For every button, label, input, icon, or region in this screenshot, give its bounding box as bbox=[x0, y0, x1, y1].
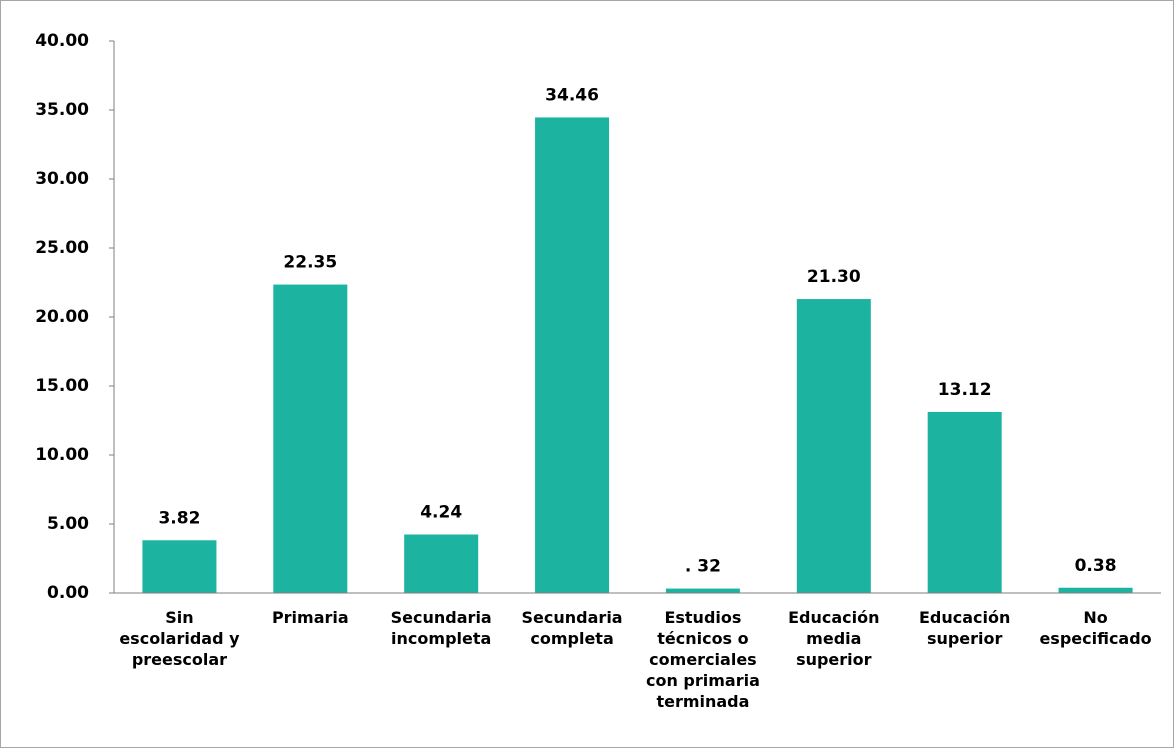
bar bbox=[796, 299, 871, 593]
x-tick-label: Estudios técnicos o comerciales con prim… bbox=[645, 608, 760, 711]
x-tick-label: Educación media superior bbox=[788, 608, 880, 669]
bar bbox=[404, 534, 479, 593]
y-tick-label: 10.00 bbox=[35, 445, 89, 465]
value-label: 3.82 bbox=[158, 508, 200, 528]
value-label: 4.24 bbox=[420, 502, 462, 522]
value-label: 22.35 bbox=[283, 253, 337, 273]
y-tick-label: 0.00 bbox=[47, 583, 89, 603]
value-label: . 32 bbox=[685, 557, 721, 577]
x-tick-label: No especificado bbox=[1039, 608, 1152, 648]
bar bbox=[142, 540, 217, 593]
value-label: 13.12 bbox=[938, 380, 992, 400]
y-tick-label: 35.00 bbox=[35, 100, 89, 120]
value-label: 34.46 bbox=[545, 85, 599, 105]
y-tick-label: 15.00 bbox=[35, 376, 89, 396]
y-tick-label: 25.00 bbox=[35, 238, 89, 258]
bar bbox=[273, 284, 348, 593]
x-tick-label: Secundaria completa bbox=[521, 608, 623, 648]
x-tick-label: Sin escolaridad y preescolar bbox=[119, 608, 240, 669]
x-tick-label: Primaria bbox=[271, 608, 349, 627]
y-tick-label: 20.00 bbox=[35, 307, 89, 327]
y-tick-label: 5.00 bbox=[47, 514, 89, 534]
bar bbox=[1058, 587, 1133, 593]
value-label: 21.30 bbox=[807, 267, 861, 287]
bar bbox=[927, 411, 1002, 593]
y-tick-label: 30.00 bbox=[35, 169, 89, 189]
value-label: 0.38 bbox=[1075, 556, 1117, 576]
bar bbox=[535, 117, 610, 594]
x-tick-label: Secundaria incompleta bbox=[390, 608, 492, 648]
bar bbox=[665, 588, 740, 593]
x-tick-label: Educación superior bbox=[918, 608, 1011, 648]
y-tick-label: 40.00 bbox=[35, 31, 89, 51]
